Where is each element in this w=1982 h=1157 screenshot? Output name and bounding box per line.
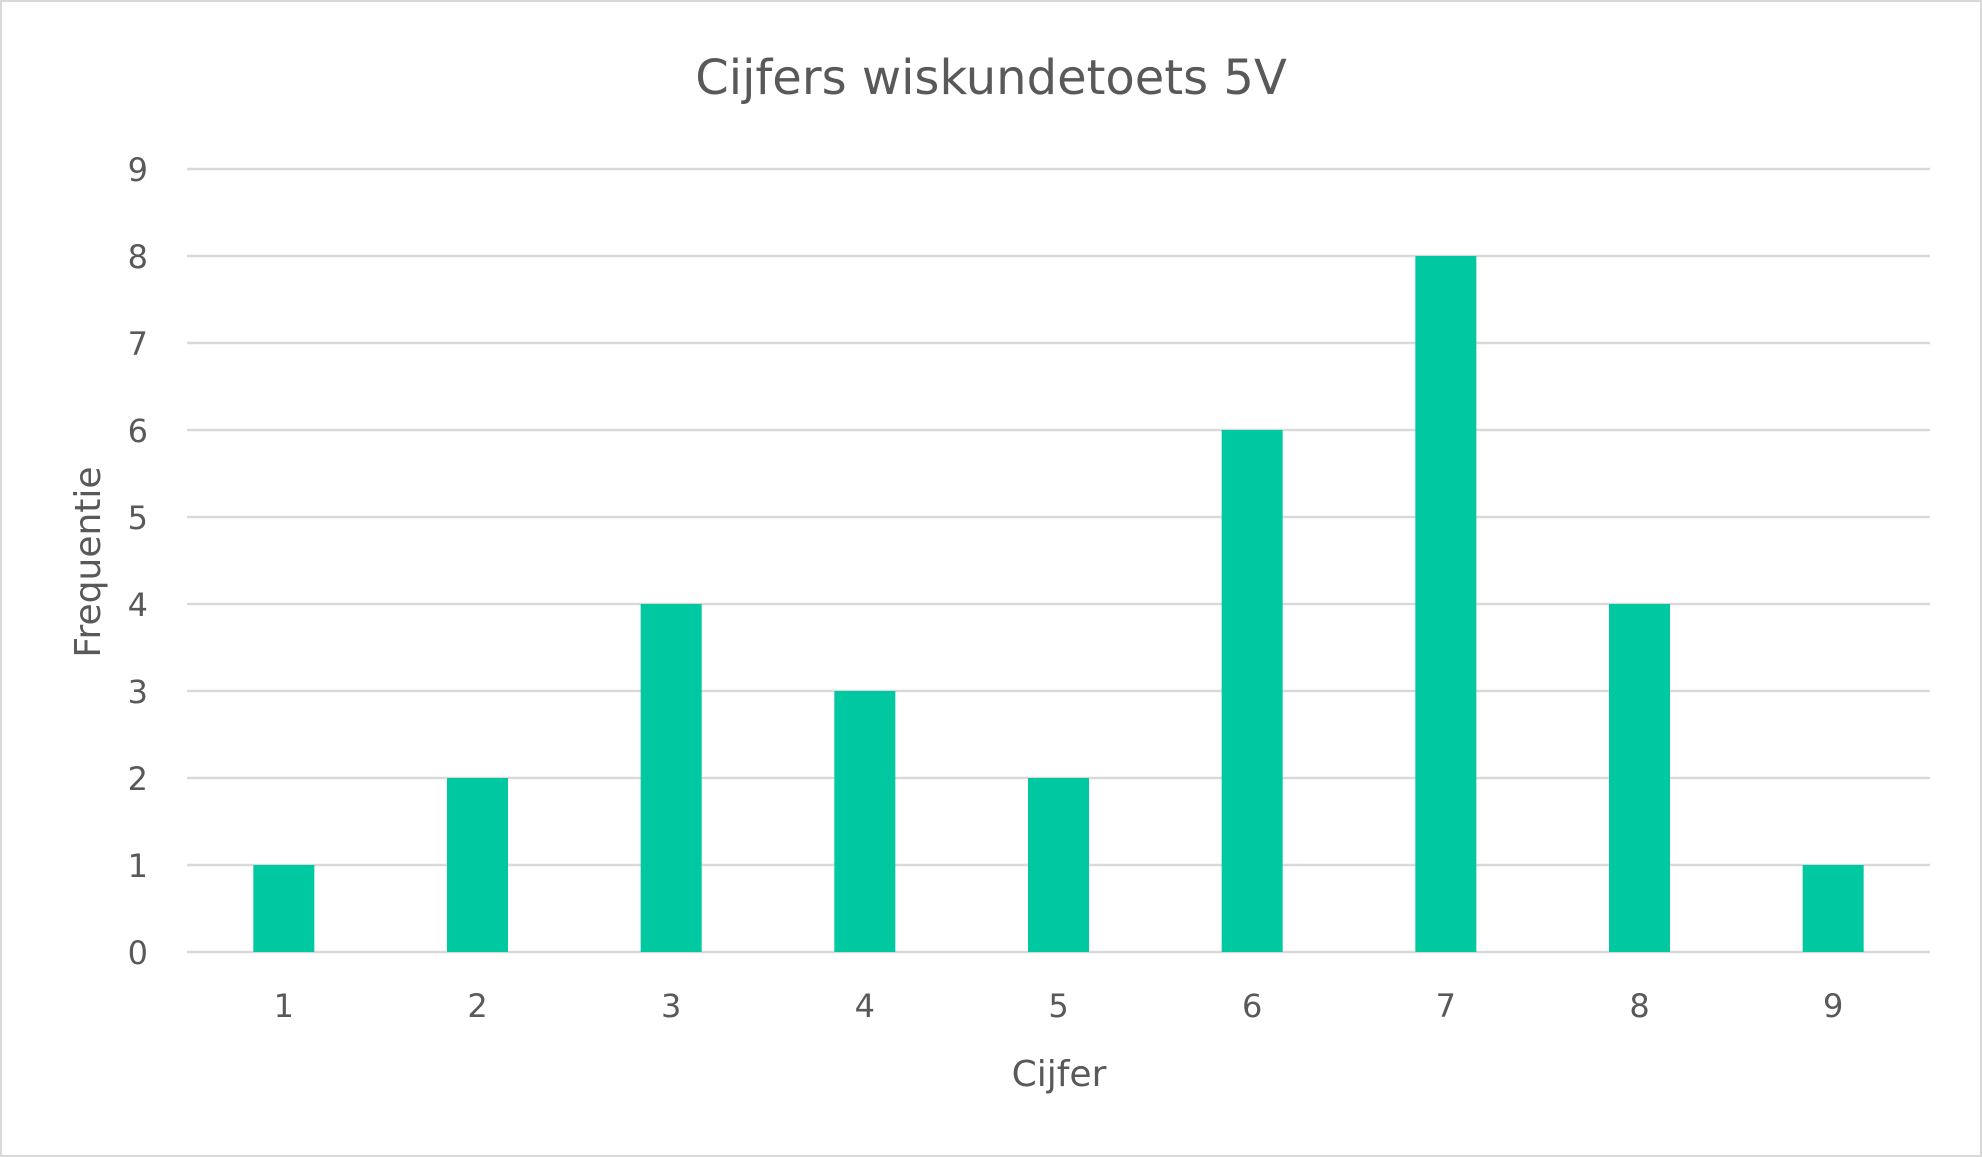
y-tick-label: 1 (128, 847, 148, 885)
x-tick-label: 6 (1242, 987, 1262, 1025)
y-tick-label: 0 (128, 934, 148, 972)
y-tick-label: 9 (128, 151, 148, 189)
chart-title: Cijfers wiskundetoets 5V (695, 50, 1287, 106)
bar-2 (447, 778, 508, 952)
bar-5 (1028, 778, 1089, 952)
bar-4 (834, 691, 896, 952)
y-tick-labels: 0 1 2 3 4 5 6 7 8 9 (128, 151, 148, 972)
bar-6 (1221, 430, 1283, 952)
bar-9 (1802, 865, 1864, 952)
x-tick-label: 2 (467, 987, 487, 1025)
y-tick-label: 7 (128, 325, 148, 363)
y-tick-label: 6 (128, 412, 148, 450)
y-tick-label: 2 (128, 760, 148, 798)
y-tick-label: 5 (128, 499, 148, 537)
x-tick-label: 8 (1629, 987, 1649, 1025)
x-axis-label: Cijfer (1012, 1054, 1107, 1095)
bar-8 (1609, 604, 1670, 952)
x-tick-label: 4 (855, 987, 875, 1025)
x-tick-label: 9 (1823, 987, 1843, 1025)
bar-7 (1415, 256, 1477, 952)
y-tick-label: 3 (128, 673, 148, 711)
y-tick-label: 8 (128, 238, 148, 276)
x-tick-label: 3 (661, 987, 681, 1025)
x-tick-label: 7 (1436, 987, 1456, 1025)
x-tick-label: 5 (1048, 987, 1068, 1025)
bars (253, 256, 1864, 952)
y-axis-label: Frequentie (68, 466, 109, 657)
y-tick-label: 4 (128, 586, 148, 624)
bar-3 (640, 604, 702, 952)
x-tick-label: 1 (274, 987, 294, 1025)
x-tick-labels: 1 2 3 4 5 6 7 8 9 (274, 987, 1844, 1025)
bar-1 (253, 865, 315, 952)
